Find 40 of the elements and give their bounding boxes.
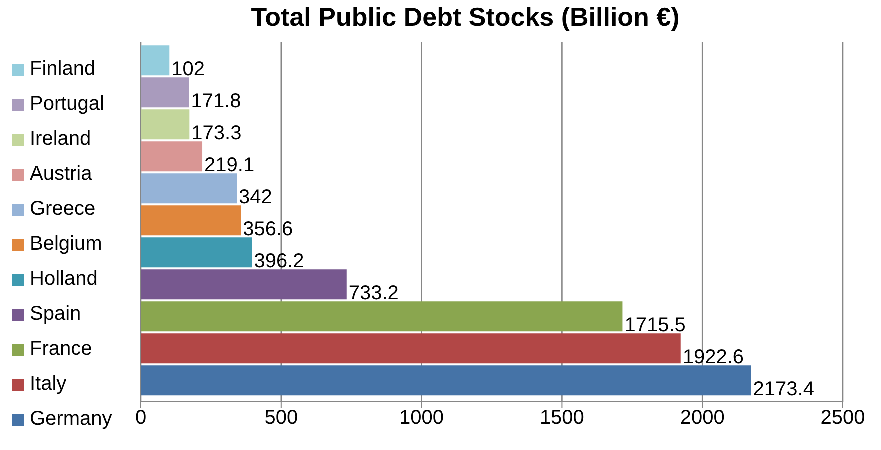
data-label: 733.2 <box>348 282 399 305</box>
x-tick-label: 1000 <box>400 407 444 430</box>
bar <box>141 302 623 332</box>
data-label: 171.8 <box>191 90 242 113</box>
bar <box>141 174 238 204</box>
x-tick-label: 2000 <box>680 407 725 430</box>
legend-label: Ireland <box>30 128 92 150</box>
legend-label: France <box>30 338 92 360</box>
legend-label: Portugal <box>30 93 104 115</box>
data-label: 342 <box>239 186 272 209</box>
legend-label: Finland <box>30 58 96 80</box>
legend-label: Belgium <box>30 233 102 255</box>
legend-label: Holland <box>30 268 98 290</box>
bar <box>141 334 681 364</box>
data-label: 2173.4 <box>753 378 814 401</box>
data-label: 356.6 <box>243 218 294 241</box>
chart-title: Total Public Debt Stocks (Billion €) <box>250 2 681 33</box>
bar <box>141 238 252 268</box>
data-label: 1715.5 <box>624 314 686 337</box>
bar <box>141 366 752 396</box>
bar <box>141 110 190 140</box>
data-label: 102 <box>172 58 206 81</box>
data-label: 173.3 <box>192 122 242 145</box>
bar <box>141 46 170 76</box>
bar <box>141 206 242 236</box>
legend-label: Germany <box>30 408 112 430</box>
data-label: 1922.6 <box>682 346 744 369</box>
bar <box>141 78 190 108</box>
bar <box>141 142 203 172</box>
x-tick-label: 500 <box>264 407 298 430</box>
x-tick-label: 0 <box>135 407 147 430</box>
legend-label: Spain <box>30 303 82 325</box>
legend-label: Greece <box>30 198 96 220</box>
x-tick-label: 2500 <box>820 407 866 430</box>
legend-label: Austria <box>30 163 92 185</box>
legend-label: Italy <box>30 373 67 395</box>
bar <box>141 270 347 300</box>
data-label: 396.2 <box>254 250 304 273</box>
x-tick-label: 1500 <box>540 407 584 430</box>
data-label: 219.1 <box>204 154 255 177</box>
